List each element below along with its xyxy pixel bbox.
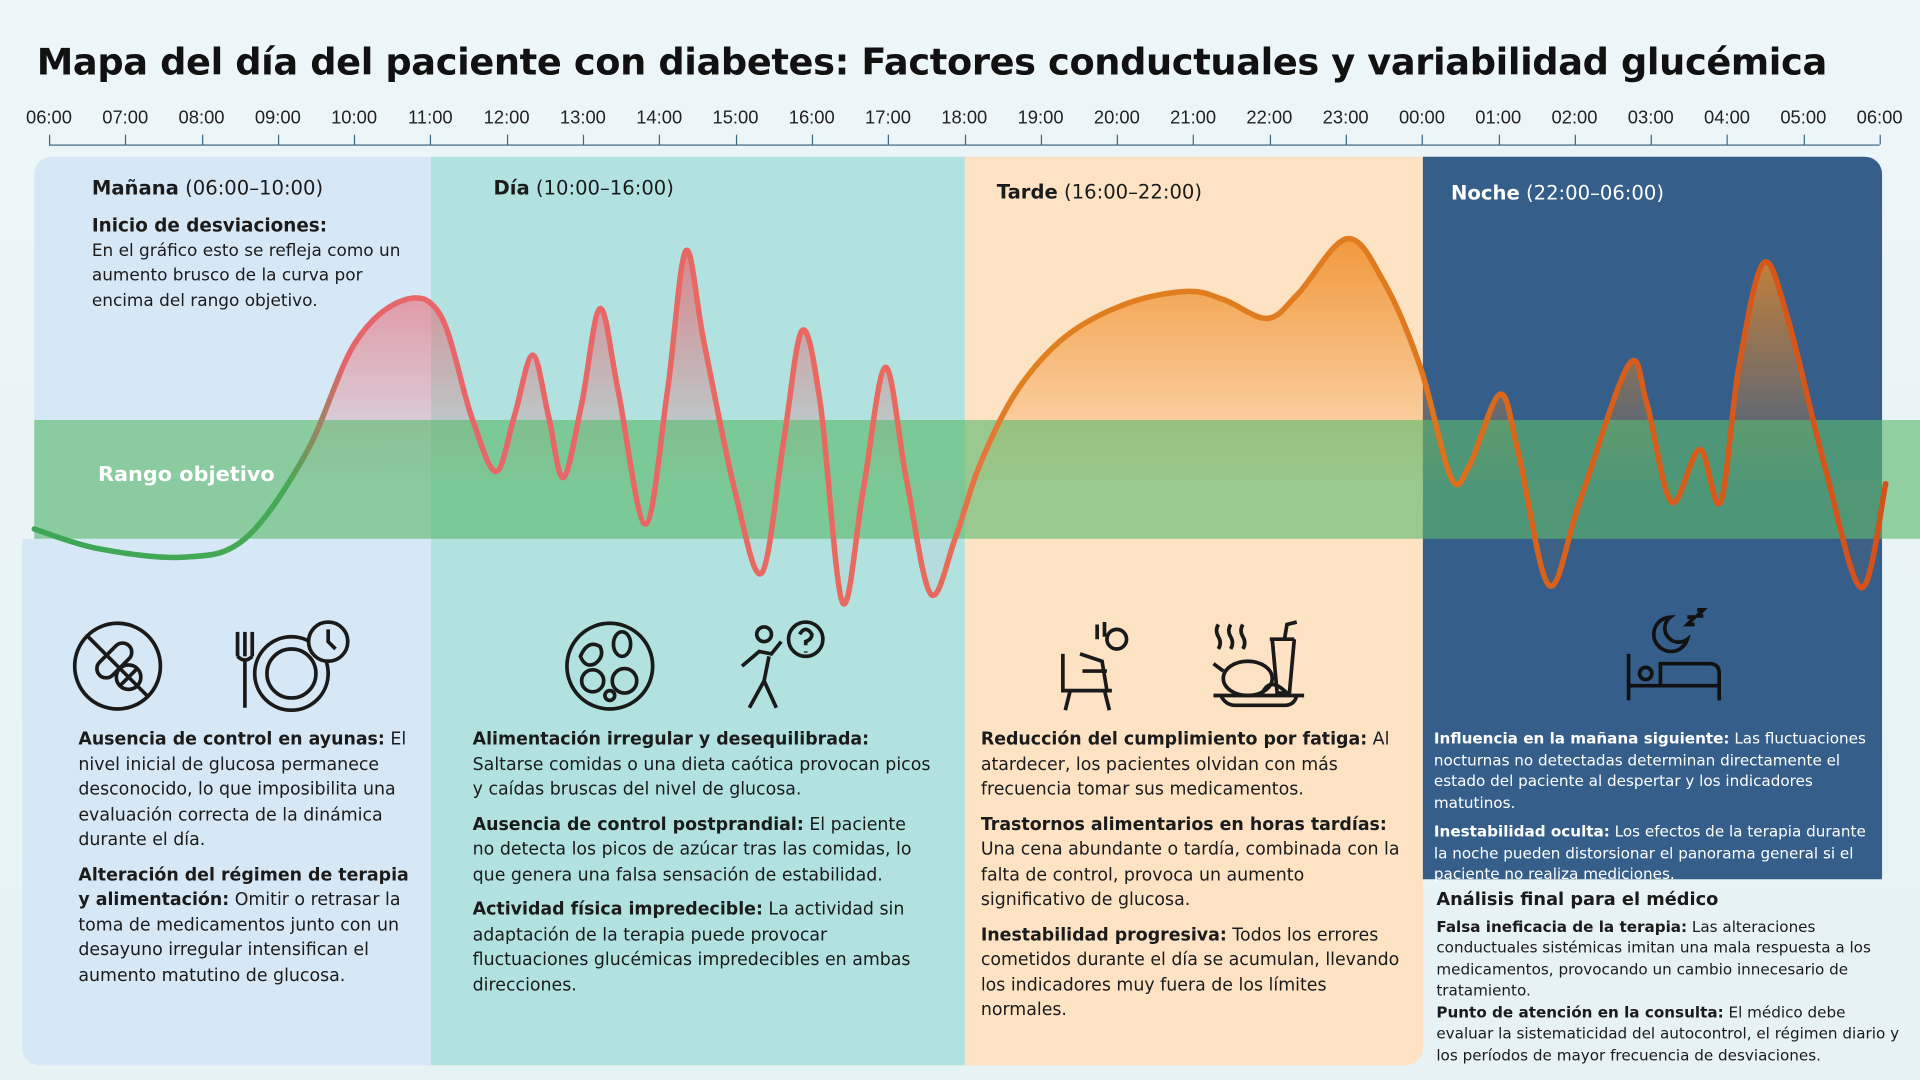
time-label: 09:00 xyxy=(254,107,301,129)
plate-clock-icon xyxy=(230,617,352,715)
late-dinner-icon xyxy=(1206,617,1310,715)
period-header-noche: Noche (22:00–06:00) xyxy=(1451,181,1664,204)
intro-text: En el gráfico esto se refleja como un au… xyxy=(91,240,401,311)
time-label: 06:00 xyxy=(25,107,72,129)
time-label: 16:00 xyxy=(788,107,835,129)
time-tick xyxy=(430,134,432,145)
time-tick xyxy=(1574,134,1576,145)
period-range: (16:00–22:00) xyxy=(1064,180,1203,204)
time-tick xyxy=(125,134,127,145)
period-range: (22:00–06:00) xyxy=(1525,181,1664,205)
dia-items: Alimentación irregular y desequilibrada:… xyxy=(473,727,932,1007)
item: Reducción del cumplimiento por fatiga: A… xyxy=(980,729,1390,800)
time-label: 01:00 xyxy=(1475,107,1522,129)
item: Influencia en la mañana siguiente: Las f… xyxy=(1433,728,1866,812)
time-tick xyxy=(1498,134,1500,145)
time-label: 22:00 xyxy=(1246,107,1293,129)
time-label: 23:00 xyxy=(1322,107,1369,129)
time-tick xyxy=(811,134,813,145)
curve-fill-evening xyxy=(964,238,1886,588)
period-range: (06:00–10:00) xyxy=(185,176,324,200)
time-tick xyxy=(277,134,280,145)
panel-manana-lower xyxy=(22,538,432,1066)
period-name: Mañana xyxy=(91,176,179,200)
time-label: 11:00 xyxy=(408,107,453,129)
time-tick xyxy=(1193,134,1195,145)
sleeping-bed-icon xyxy=(1624,607,1724,705)
analysis-section: Análisis final para el médico Falsa inef… xyxy=(1436,890,1901,1065)
time-tick xyxy=(888,134,890,145)
time-label: 17:00 xyxy=(865,107,911,129)
mixed-food-plate-icon xyxy=(563,620,656,713)
time-label: 05:00 xyxy=(1780,107,1827,129)
item: Trastornos alimentarios en horas tardías… xyxy=(980,814,1400,910)
time-tick xyxy=(1803,134,1805,145)
period-name: Tarde xyxy=(996,180,1058,204)
target-range-label: Rango objetivo xyxy=(97,462,275,488)
time-label: 06:00 xyxy=(1856,107,1903,129)
time-tick xyxy=(735,134,737,145)
time-tick xyxy=(201,134,203,145)
time-label: 15:00 xyxy=(712,107,759,129)
item: Ausencia de control postprandial: El pac… xyxy=(472,814,912,885)
time-label: 08:00 xyxy=(178,107,225,129)
tarde-items: Reducción del cumplimiento por fatiga: A… xyxy=(981,727,1410,1033)
time-label: 18:00 xyxy=(941,107,988,129)
period-range: (10:00–16:00) xyxy=(535,176,674,200)
time-label: 07:00 xyxy=(102,107,149,129)
time-tick xyxy=(1040,134,1042,145)
item: Punto de atención en la consulta: El méd… xyxy=(1436,1002,1900,1064)
time-label: 20:00 xyxy=(1093,107,1140,129)
page-title: Mapa del día del paciente con diabetes: … xyxy=(36,41,1828,85)
item: Alimentación irregular y desequilibrada:… xyxy=(472,729,931,800)
time-tick xyxy=(964,134,966,145)
time-tick xyxy=(354,134,356,145)
time-label: 12:00 xyxy=(483,107,530,129)
item: Inestabilidad progresiva: Todos los erro… xyxy=(980,925,1400,1021)
time-label: 04:00 xyxy=(1704,107,1751,129)
item: Falsa ineficacia de la terapia: Las alte… xyxy=(1436,916,1871,1000)
time-tick xyxy=(48,134,51,145)
time-tick xyxy=(1345,134,1347,145)
period-name: Día xyxy=(493,176,530,200)
time-tick xyxy=(1650,134,1653,145)
time-tick xyxy=(1269,134,1271,145)
manana-intro: Inicio de desviaciones: En el gráfico es… xyxy=(92,213,416,313)
analysis-heading: Análisis final para el médico xyxy=(1436,890,1719,910)
item: Actividad física impredecible: La activi… xyxy=(472,900,911,995)
time-label: 02:00 xyxy=(1551,107,1598,129)
item: Inestabilidad oculta: Los efectos de la … xyxy=(1433,821,1866,883)
intro-title: Inicio de desviaciones: xyxy=(91,214,328,237)
time-label: 13:00 xyxy=(559,107,606,129)
time-axis-line xyxy=(48,144,1880,146)
period-header-dia: Día (10:00–16:00) xyxy=(493,176,673,199)
time-tick xyxy=(1116,134,1119,145)
time-label: 19:00 xyxy=(1017,107,1064,129)
tired-person-chair-icon xyxy=(1056,617,1142,715)
period-header-tarde: Tarde (16:00–22:00) xyxy=(997,180,1202,203)
item: Ausencia de control en ayunas: El nivel … xyxy=(78,729,407,850)
item: Alteración del régimen de terapia y alim… xyxy=(78,865,409,986)
time-tick xyxy=(506,134,508,145)
glucose-curve xyxy=(31,236,1889,607)
time-tick xyxy=(659,134,661,145)
time-label: 21:00 xyxy=(1170,107,1217,129)
time-tick xyxy=(1879,134,1881,145)
manana-items: Ausencia de control en ayunas: El nivel … xyxy=(78,727,415,998)
time-tick xyxy=(582,134,585,145)
noche-items: Influencia en la mañana siguiente: Las f… xyxy=(1434,727,1877,892)
time-tick xyxy=(1421,134,1424,145)
period-name: Noche xyxy=(1451,181,1520,205)
no-pills-icon xyxy=(71,620,164,713)
person-question-icon xyxy=(732,617,830,715)
time-label: 10:00 xyxy=(331,107,378,129)
time-label: 00:00 xyxy=(1398,107,1445,129)
period-header-manana: Mañana (06:00–10:00) xyxy=(92,176,323,199)
time-label: 03:00 xyxy=(1627,107,1674,129)
time-tick xyxy=(1727,134,1729,145)
time-label: 14:00 xyxy=(636,107,683,129)
